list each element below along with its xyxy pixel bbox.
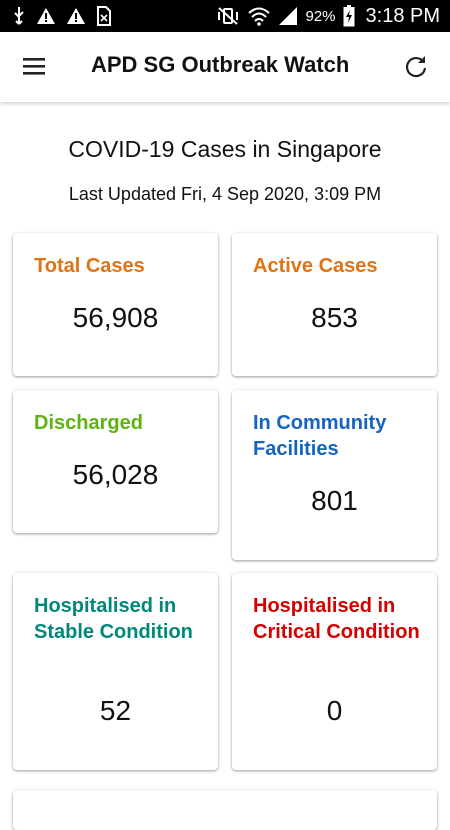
hospitalised-critical-label: Hospitalised in Critical Condition (253, 595, 420, 643)
discharged-card[interactable]: Discharged 56,028 (13, 390, 218, 533)
hospitalised-stable-label: Hospitalised in Stable Condition (34, 595, 193, 643)
app-bar: APD SG Outbreak Watch (0, 32, 450, 102)
hospitalised-critical-card[interactable]: Hospitalised in Critical Condition 0 (232, 573, 437, 770)
mute-vibrate-icon (216, 6, 240, 26)
app-title: APD SG Outbreak Watch (91, 52, 350, 77)
battery-charging-icon (343, 5, 355, 27)
total-cases-label: Total Cases (34, 255, 145, 277)
active-cases-label: Active Cases (253, 255, 378, 277)
total-cases-value: 56,908 (72, 302, 159, 333)
total-cases-card[interactable]: Total Cases 56,908 (13, 233, 218, 376)
discharged-label: Discharged (34, 412, 143, 434)
page-title: COVID-19 Cases in Singapore (68, 136, 382, 162)
warning-icon (36, 7, 56, 25)
active-cases-card[interactable]: Active Cases 853 (232, 233, 437, 376)
community-facilities-value: 801 (311, 485, 358, 516)
hamburger-menu-icon[interactable] (22, 56, 48, 78)
status-time: 3:18 PM (365, 4, 440, 27)
active-cases-value: 853 (311, 302, 358, 333)
last-updated-text: Last Updated Fri, 4 Sep 2020, 3:09 PM (68, 184, 382, 204)
battery-percent: 92% (305, 7, 336, 25)
next-card[interactable] (13, 790, 437, 830)
community-facilities-card[interactable]: In Community Facilities 801 (232, 390, 437, 560)
usb-icon (12, 6, 26, 26)
community-facilities-label: In Community Facilities (253, 412, 387, 460)
hospitalised-stable-card[interactable]: Hospitalised in Stable Condition 52 (13, 573, 218, 770)
warning-icon (66, 7, 86, 25)
discharged-value: 56,028 (72, 459, 159, 490)
sim-card-icon (96, 6, 112, 26)
hospitalised-stable-value: 52 (99, 695, 132, 726)
cell-signal-icon (278, 6, 298, 26)
hospitalised-critical-value: 0 (326, 695, 343, 726)
refresh-icon[interactable] (403, 54, 429, 80)
status-bar: 92% 3:18 PM (0, 0, 450, 32)
wifi-icon (247, 6, 271, 26)
